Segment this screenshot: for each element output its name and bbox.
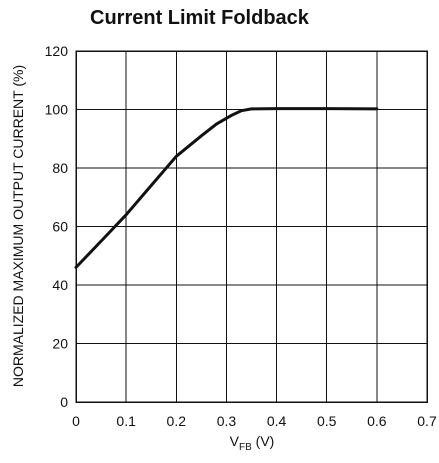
y-tick-label: 40 [52,277,68,293]
x-tick-label: 0.1 [116,413,136,429]
x-tick-label: 0.3 [217,413,237,429]
x-axis-label-main: V [230,433,240,449]
plot-frame [75,50,428,403]
x-tick-label: 0.6 [367,413,387,429]
y-tick-labels: 0 20 40 60 80 100 120 [45,43,69,410]
y-tick-label: 80 [52,160,68,176]
series-line [74,107,379,269]
x-axis-label-unit: (V) [252,433,275,449]
y-tick-label: 120 [45,43,69,59]
x-tick-label: 0.5 [317,413,337,429]
x-axis-label: VFB (V) [230,433,275,453]
chart-title: Current Limit Foldback [90,7,310,29]
grid [76,51,427,402]
x-tick-label: 0.4 [267,413,287,429]
x-tick-label: 0.2 [167,413,187,429]
y-tick-label: 20 [52,336,68,352]
x-tick-label: 0 [72,413,80,429]
y-axis-label: NORMALIZED MAXIMUM OUTPUT CURRENT (%) [10,65,26,387]
x-tick-label: 0.7 [417,413,437,429]
y-tick-label: 0 [60,394,68,410]
x-tick-labels: 0 0.1 0.2 0.3 0.4 0.5 0.6 0.7 [72,413,437,429]
y-tick-label: 100 [45,102,69,118]
x-axis-label-sub: FB [239,442,252,453]
y-tick-label: 60 [52,219,68,235]
